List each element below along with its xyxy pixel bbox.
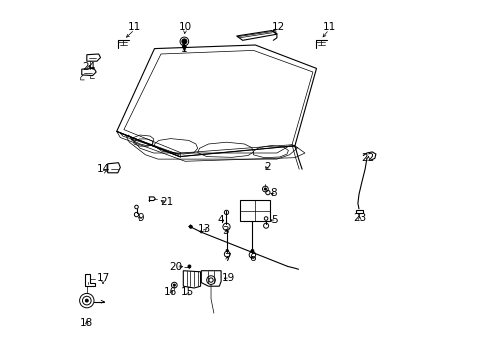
Text: 8: 8: [270, 188, 277, 198]
Text: 12: 12: [271, 22, 285, 32]
Text: 24: 24: [82, 62, 95, 72]
Text: 11: 11: [128, 22, 141, 32]
Circle shape: [182, 39, 186, 44]
Text: 4: 4: [217, 215, 224, 225]
Text: 7: 7: [224, 253, 230, 263]
Text: 2: 2: [264, 162, 271, 172]
Text: 16: 16: [164, 287, 177, 297]
Text: 11: 11: [322, 22, 335, 32]
Circle shape: [187, 265, 190, 268]
Text: →: →: [183, 263, 190, 272]
Text: 20: 20: [169, 262, 183, 272]
Text: 22: 22: [361, 153, 374, 163]
Text: 15: 15: [181, 287, 194, 297]
Circle shape: [189, 225, 192, 228]
Text: 10: 10: [178, 22, 191, 32]
Circle shape: [264, 188, 266, 190]
Text: 19: 19: [221, 273, 234, 283]
Circle shape: [173, 284, 175, 286]
Circle shape: [250, 249, 253, 252]
Text: 6: 6: [249, 253, 256, 263]
Circle shape: [85, 299, 88, 302]
Text: 17: 17: [96, 273, 109, 283]
Text: 23: 23: [352, 213, 366, 223]
Text: 13: 13: [197, 224, 210, 234]
Text: 5: 5: [270, 215, 277, 225]
Text: 21: 21: [160, 197, 173, 207]
Text: 14: 14: [97, 164, 110, 174]
Circle shape: [182, 45, 186, 49]
Text: 9: 9: [138, 213, 144, 223]
Circle shape: [225, 249, 228, 252]
Text: 3: 3: [222, 226, 228, 237]
Text: 1: 1: [181, 44, 187, 54]
Text: 18: 18: [80, 318, 93, 328]
